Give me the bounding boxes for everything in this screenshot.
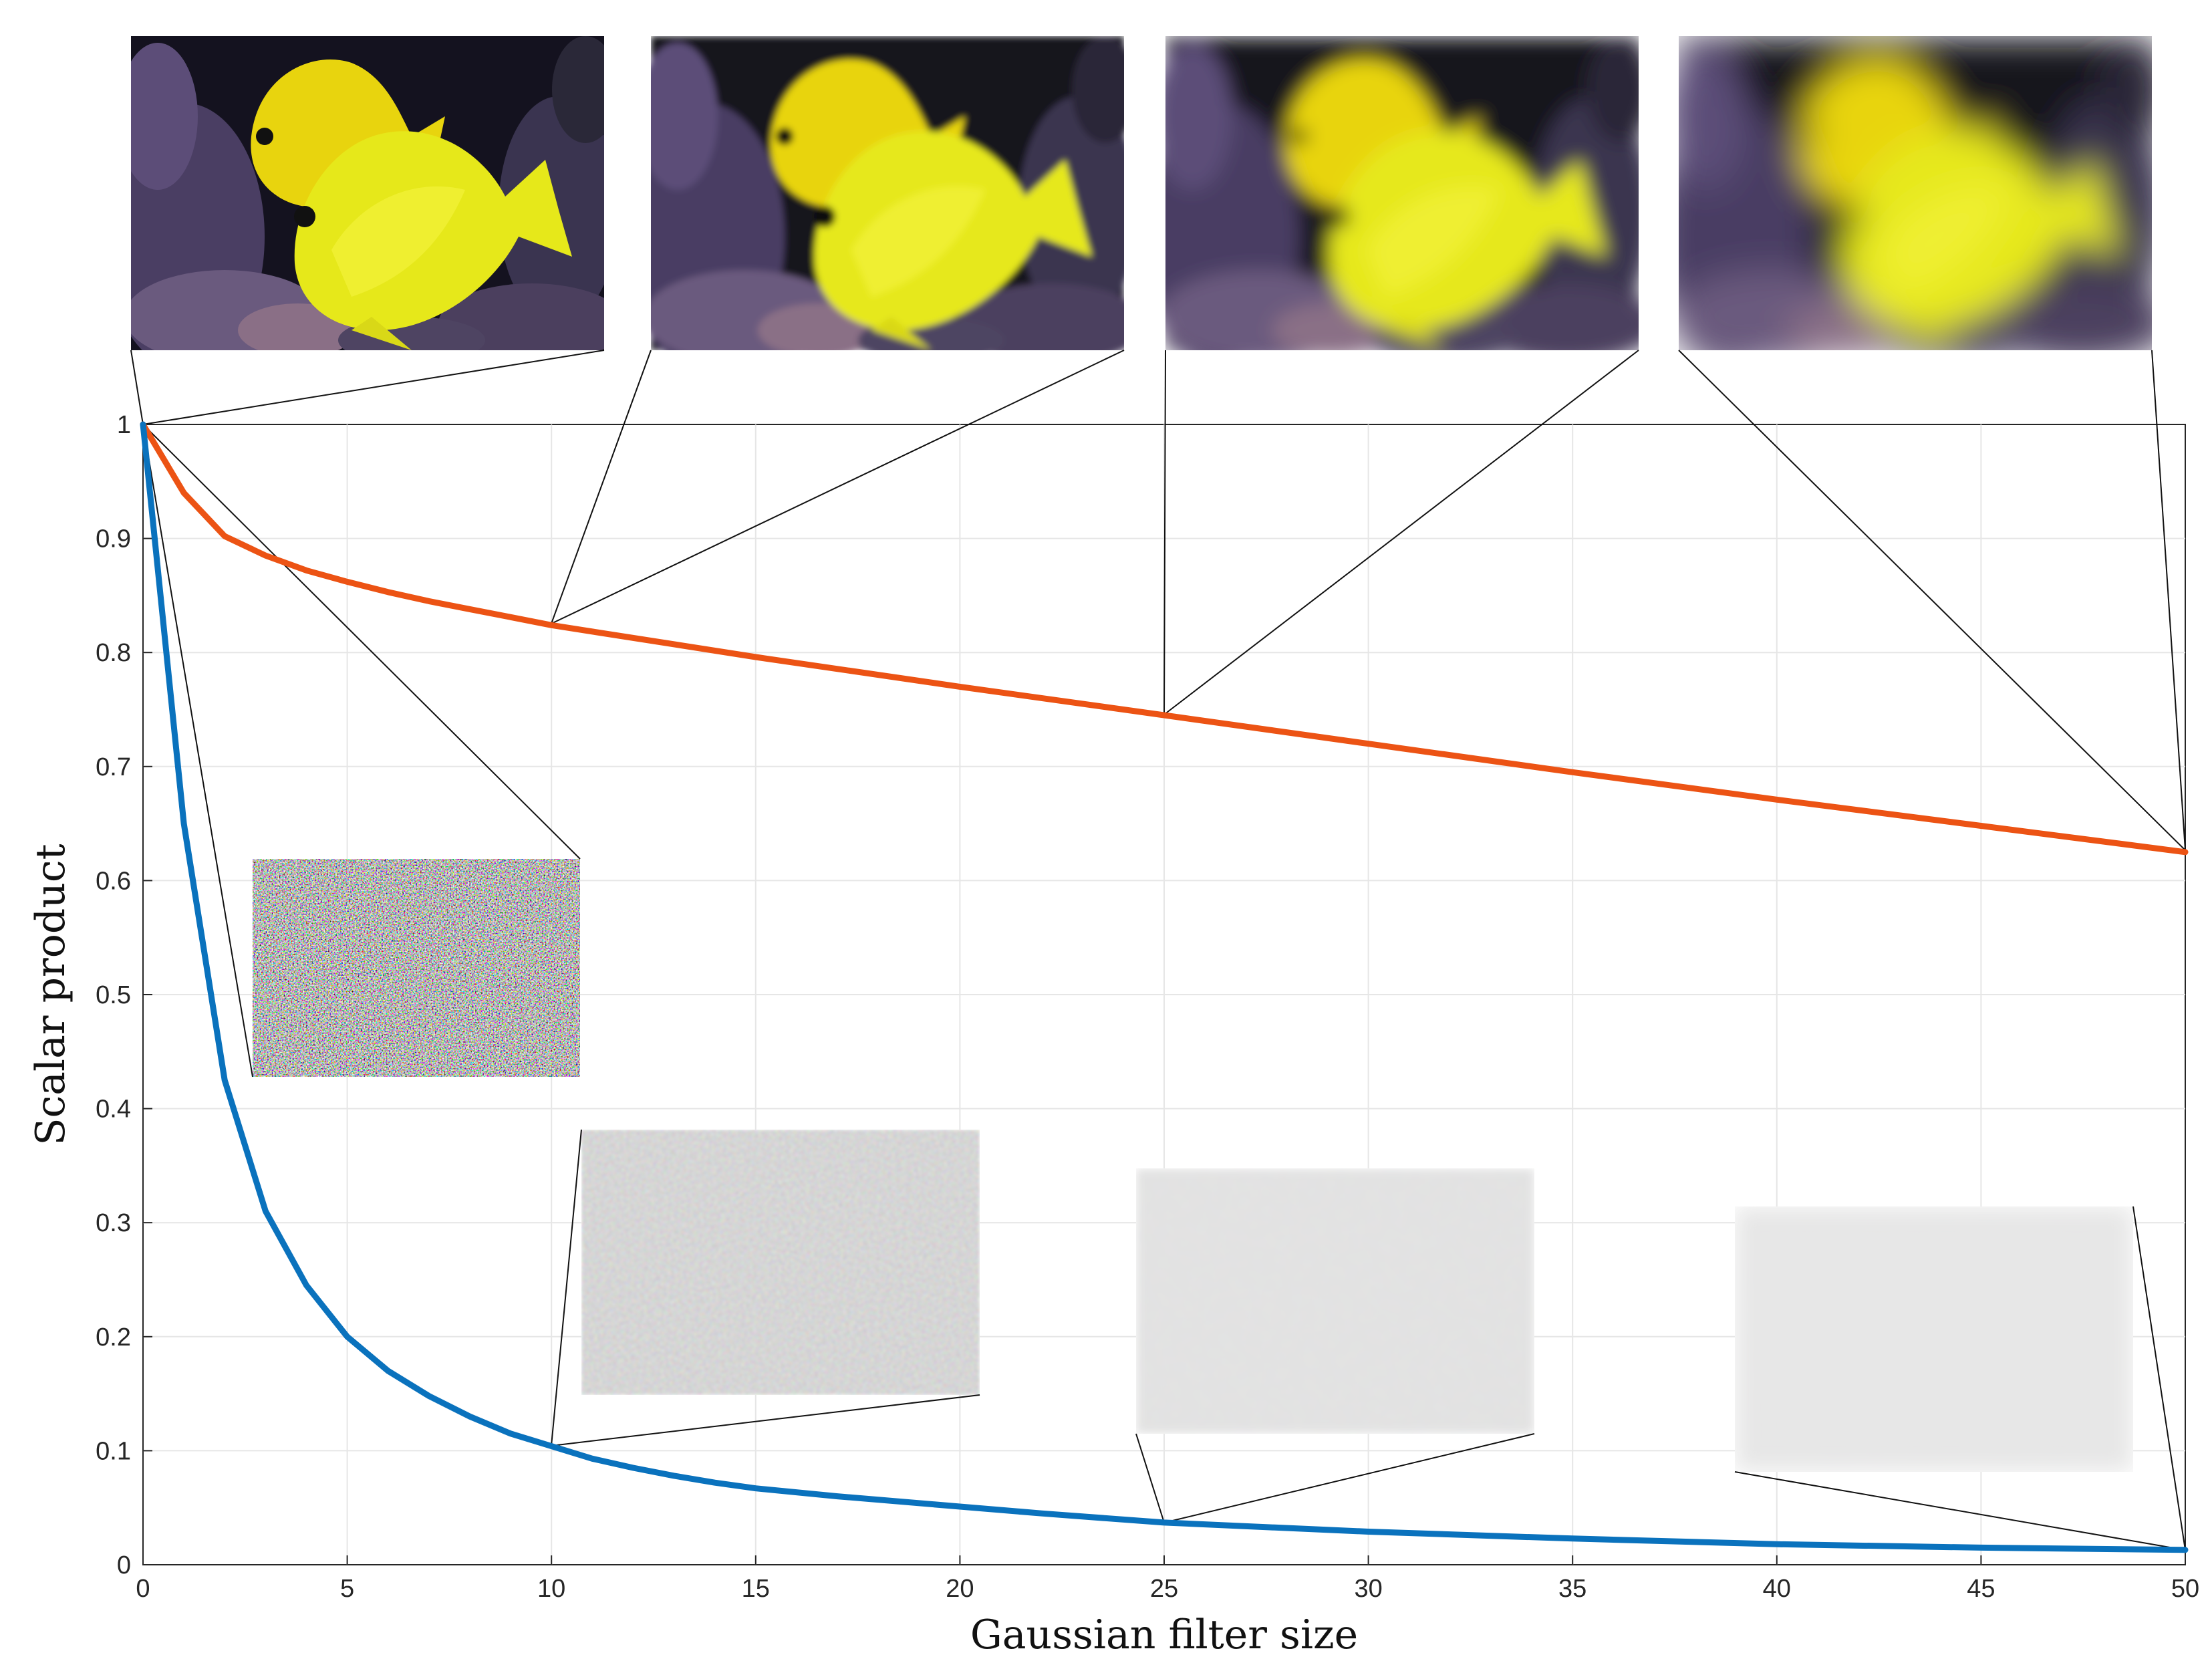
y-tick-label: 0: [117, 1551, 131, 1579]
x-tick-label: 5: [340, 1575, 354, 1603]
inset-connector-lines: [130, 350, 2186, 1551]
y-tick-label: 0.7: [96, 753, 131, 781]
y-tick-label: 0.1: [96, 1437, 131, 1465]
x-tick-label: 15: [742, 1575, 770, 1603]
x-tick-label: 40: [1763, 1575, 1791, 1603]
inset-original-size-10: [651, 36, 1124, 350]
x-tick-label: 45: [1967, 1575, 1995, 1603]
x-axis-title: Gaussian filter size: [970, 1612, 1358, 1658]
y-tick-label: 0.3: [96, 1209, 131, 1237]
y-tick-label: 0.4: [96, 1096, 131, 1124]
x-tick-label: 30: [1354, 1575, 1382, 1603]
x-axis-ticks: 0 5 10 15 20 25 30 35 40 45 50: [136, 1555, 2199, 1603]
y-axis-ticks: 0 0.1 0.2 0.3 0.4 0.5 0.6 0.7 0.8 0.9 1: [96, 411, 152, 1579]
inset-noise-size-0: [253, 859, 580, 1077]
inset-original-size-50: [1679, 36, 2152, 350]
inset-noise-size-10: [581, 1130, 980, 1395]
x-tick-label: 50: [2171, 1575, 2199, 1603]
inset-noise-size-25: [1136, 1168, 1534, 1434]
y-tick-label: 0.2: [96, 1323, 131, 1352]
x-tick-label: 35: [1558, 1575, 1586, 1603]
inset-original-size-0: [131, 36, 604, 350]
y-axis-title: Scalar product: [27, 844, 74, 1145]
y-tick-label: 0.6: [96, 867, 131, 895]
y-tick-label: 0.5: [96, 981, 131, 1009]
x-tick-label: 10: [537, 1575, 565, 1603]
y-tick-label: 0.8: [96, 639, 131, 667]
inset-noise-size-50: [1735, 1206, 2133, 1472]
y-tick-label: 0.9: [96, 525, 131, 553]
series-line-noise-image: [140, 421, 2189, 1553]
x-tick-label: 0: [136, 1575, 150, 1603]
x-tick-label: 20: [946, 1575, 974, 1603]
x-tick-label: 25: [1150, 1575, 1178, 1603]
series-lines: [140, 421, 2189, 1553]
series-line-original-image: [140, 421, 2189, 856]
y-tick-label: 1: [117, 411, 131, 439]
inset-original-size-25: [1165, 36, 1639, 350]
